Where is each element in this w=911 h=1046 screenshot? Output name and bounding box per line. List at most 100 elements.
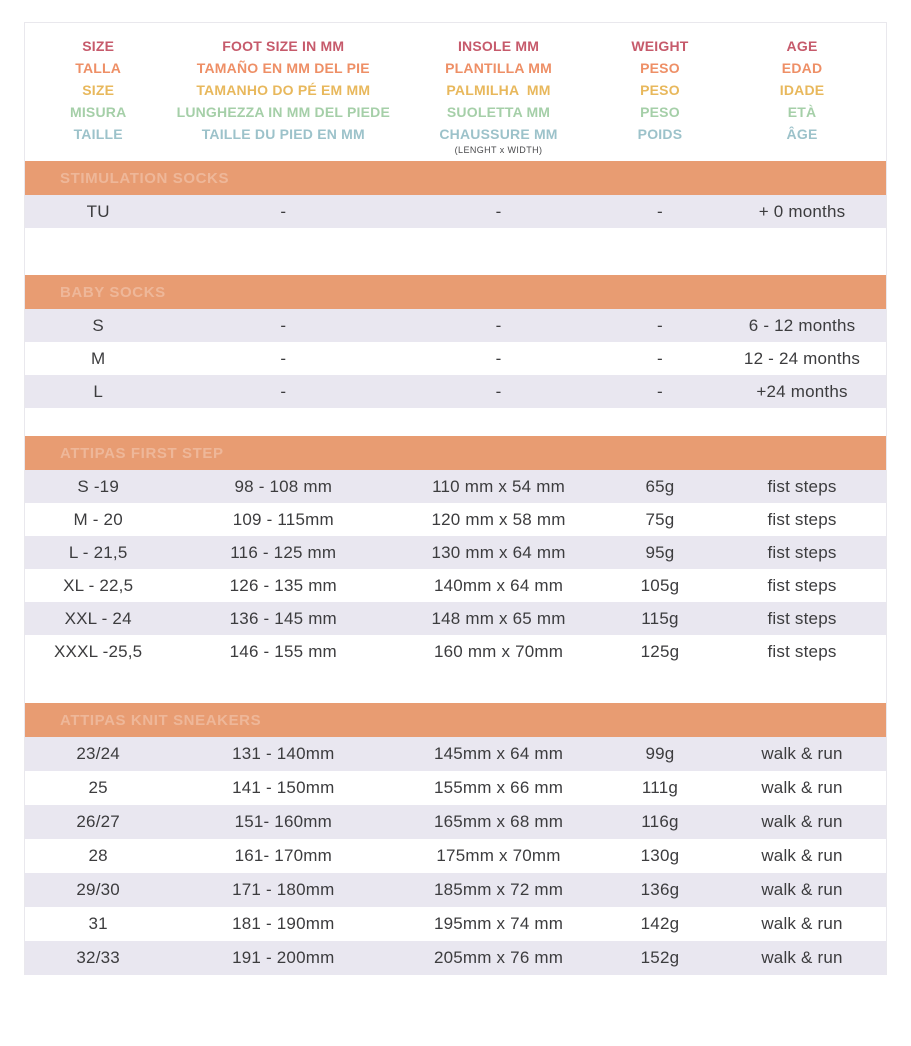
insole-dimensions-note: (LENGHT x WIDTH)	[454, 145, 543, 155]
cell-weight: 105g	[640, 575, 680, 595]
cell-size: S -19	[77, 476, 119, 496]
header-line: TAMANHO DO PÉ EM MM	[196, 82, 371, 98]
cell-age: 12 - 24 months	[743, 348, 861, 368]
header-column-weight: WEIGHT PESO PESO PESO POIDS	[602, 35, 718, 155]
section-title: BABY SOCKS	[60, 283, 166, 301]
cell-age: fist steps	[767, 575, 837, 595]
cell-insole: 165mm x 68 mm	[433, 812, 564, 831]
cell-foot-size: 141 - 150mm	[232, 778, 335, 797]
cell-size: M	[90, 348, 106, 368]
cell-age: fist steps	[767, 608, 837, 628]
cell-insole: 148 mm x 65 mm	[431, 608, 566, 628]
cell-insole: 185mm x 72 mm	[433, 880, 564, 899]
cell-age: fist steps	[767, 476, 837, 496]
cell-insole: -	[495, 348, 502, 368]
cell-size: 28	[88, 846, 108, 865]
cell-insole: 145mm x 64 mm	[433, 744, 564, 763]
cell-weight: 125g	[640, 641, 680, 661]
header-line: ÂGE	[786, 126, 818, 142]
cell-foot-size: -	[280, 381, 287, 401]
section-header-baby-socks: BABY SOCKS	[25, 275, 886, 309]
cell-age: walk & run	[761, 778, 843, 797]
cell-foot-size: 181 - 190mm	[232, 914, 335, 933]
cell-age: fist steps	[767, 542, 837, 562]
cell-foot-size: 136 - 145 mm	[229, 608, 337, 628]
header-line: PESO	[640, 82, 680, 98]
table-row: 25 141 - 150mm 155mm x 66 mm 111g walk & run	[25, 771, 886, 805]
cell-size: 23/24	[76, 744, 120, 763]
cell-size: XL - 22,5	[63, 575, 134, 595]
cell-insole: -	[495, 315, 502, 335]
cell-weight: -	[657, 201, 663, 221]
table-row: 23/24 131 - 140mm 145mm x 64 mm 99g walk & r…	[25, 737, 886, 771]
section-header-attipas-knit-sneakers: ATTIPAS KNIT SNEAKERS	[25, 703, 886, 737]
cell-weight: -	[657, 381, 663, 401]
cell-age: walk & run	[761, 744, 843, 763]
cell-weight: 99g	[645, 744, 675, 763]
cell-insole: 130 mm x 64 mm	[431, 542, 566, 562]
section-stimulation-socks: STIMULATION SOCKS TU - - - + 0 months	[25, 161, 886, 228]
header-line: PESO	[640, 60, 680, 76]
header-line: WEIGHT	[631, 38, 689, 54]
header-line: PLANTILLA MM	[445, 60, 552, 76]
header-column-size: SIZE TALLA SIZE MISURA TAILLE	[25, 35, 171, 155]
table-row: 26/27 151- 160mm 165mm x 68 mm 116g walk & r…	[25, 805, 886, 839]
table-row: 28 161- 170mm 175mm x 70mm 130g walk & run	[25, 839, 886, 873]
cell-weight: -	[657, 348, 663, 368]
cell-age: walk & run	[761, 880, 843, 899]
cell-age: walk & run	[761, 914, 843, 933]
cell-weight: 115g	[641, 608, 679, 628]
header-line: PALMILHA MM	[446, 82, 551, 98]
header-line: TAILLE	[73, 126, 123, 142]
cell-weight: 95g	[645, 542, 675, 562]
cell-age: fist steps	[767, 509, 837, 529]
section-title: ATTIPAS FIRST STEP	[60, 444, 224, 462]
header-line: INSOLE MM	[457, 38, 540, 54]
cell-insole: 160 mm x 70mm	[433, 641, 564, 661]
cell-size: 29/30	[76, 880, 120, 899]
header-line: PESO	[640, 104, 680, 120]
table-row: M - 20 109 - 115mm 120 mm x 58 mm 75g fist s…	[25, 503, 886, 536]
cell-insole: 195mm x 74 mm	[433, 914, 564, 933]
cell-age: walk & run	[761, 948, 843, 967]
cell-foot-size: 146 - 155 mm	[229, 641, 337, 661]
table-row: S - - - 6 - 12 months	[25, 309, 886, 342]
cell-foot-size: 171 - 180mm	[232, 880, 335, 899]
header-line: MISURA	[69, 104, 127, 120]
table-row: M - - - 12 - 24 months	[25, 342, 886, 375]
cell-size: L	[93, 381, 103, 401]
table-body: STIMULATION SOCKS TU - - - + 0 months BABY SOC…	[25, 161, 886, 975]
table-row: S -19 98 - 108 mm 110 mm x 54 mm 65g fist st…	[25, 470, 886, 503]
cell-foot-size: 126 - 135 mm	[229, 575, 337, 595]
header-line: LUNGHEZZA IN MM DEL PIEDE	[176, 104, 391, 120]
header-line: SIZE	[82, 38, 115, 54]
cell-foot-size: 161- 170mm	[234, 846, 332, 865]
table-row: XL - 22,5 126 - 135 mm 140mm x 64 mm 105g fi…	[25, 569, 886, 602]
cell-age: walk & run	[761, 812, 843, 831]
section-attipas-first-step: ATTIPAS FIRST STEP S -19 98 - 108 mm 110 mm…	[25, 436, 886, 668]
cell-size: XXXL -25,5	[54, 641, 143, 661]
header-line: EDAD	[781, 60, 823, 76]
header-line: ETÀ	[787, 104, 817, 120]
cell-size: 32/33	[76, 948, 120, 967]
table-row: L - - - +24 months	[25, 375, 886, 408]
cell-size: S	[92, 315, 104, 335]
header-line: TAMAÑO EN MM DEL PIE	[196, 60, 370, 76]
table-row: 32/33 191 - 200mm 205mm x 76 mm 152g walk & …	[25, 941, 886, 975]
header-line: CHAUSSURE MM	[439, 126, 558, 142]
header-line: TALLA	[75, 60, 122, 76]
cell-weight: 142g	[640, 914, 680, 933]
cell-weight: 75g	[645, 509, 675, 529]
header-line: IDADE	[779, 82, 825, 98]
header-line: FOOT SIZE IN MM	[222, 38, 345, 54]
table-row: 31 181 - 190mm 195mm x 74 mm 142g walk & run	[25, 907, 886, 941]
section-header-stimulation-socks: STIMULATION SOCKS	[25, 161, 886, 195]
size-chart-table: SIZE TALLA SIZE MISURA TAILLE FOOT SIZE IN MM…	[24, 22, 887, 975]
cell-weight: 116g	[641, 812, 679, 831]
table-row: 29/30 171 - 180mm 185mm x 72 mm 136g walk & …	[25, 873, 886, 907]
header-line: SUOLETTA MM	[446, 104, 551, 120]
cell-size: TU	[86, 201, 110, 221]
section-baby-socks: BABY SOCKS S - - - 6 - 12 months M - - - 12 - 24 m…	[25, 275, 886, 408]
cell-age: + 0 months	[758, 201, 846, 221]
cell-foot-size: 116 - 125 mm	[230, 542, 337, 562]
